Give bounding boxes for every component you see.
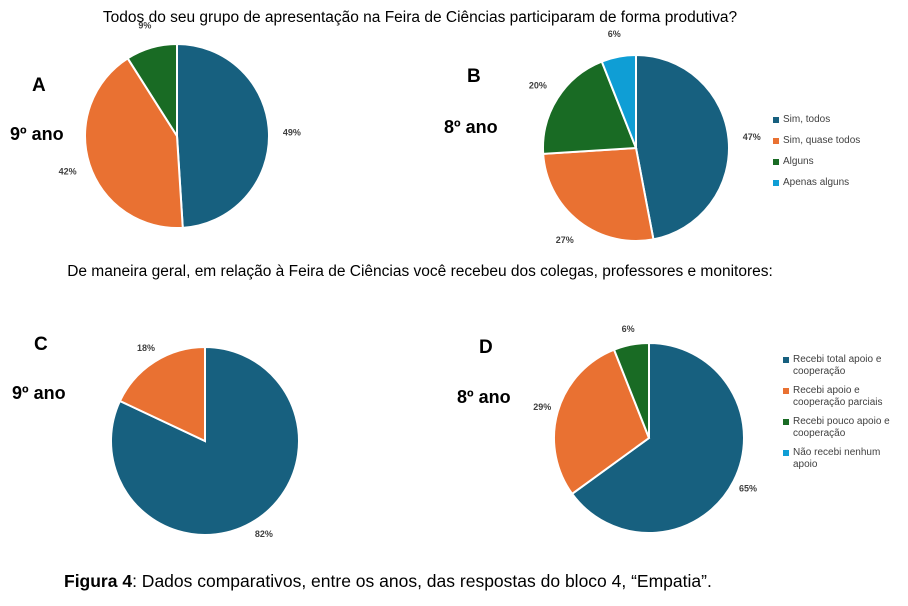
pie-d-slice-1	[553, 348, 651, 496]
legend-item: Recebi pouco apoio e cooperação	[783, 416, 905, 440]
legend-swatch-blue	[783, 357, 789, 363]
legend-item: Apenas alguns	[773, 177, 860, 189]
legend-label: Recebi pouco apoio e cooperação	[793, 416, 890, 439]
legend-swatch-orange	[783, 388, 789, 394]
pie-c-label-0: 82%	[255, 529, 273, 539]
pie-b-label-0: 47%	[743, 132, 761, 142]
pie-c-slice-1	[118, 345, 206, 443]
question-1-title: Todos do seu grupo de apresentação na Fe…	[102, 9, 738, 26]
pie-a-label-2: 9%	[138, 21, 151, 31]
legend-label: Não recebi nenhum apoio	[793, 447, 881, 470]
pie-a-slice-2	[126, 42, 178, 140]
pie-b-slice-3	[600, 53, 637, 149]
pie-a-label-1: 42%	[59, 167, 77, 177]
caption-label: Figura 4	[64, 571, 133, 591]
panel-d-grade: 8º ano	[457, 387, 511, 407]
legend-label: Sim, quase todos	[783, 135, 861, 146]
legend-swatch-green	[773, 159, 779, 165]
pie-a-slice-0	[176, 42, 270, 229]
pie-d-slice-2	[612, 341, 650, 439]
panel-a-letter: A	[32, 75, 46, 96]
panel-c-grade: 9º ano	[12, 383, 66, 403]
pie-c-label-1: 18%	[137, 343, 155, 353]
question-2-title: De maneira geral, em relação à Feira de …	[67, 263, 773, 280]
panel-b-grade: 8º ano	[444, 117, 498, 137]
panel-c-letter: C	[34, 334, 48, 355]
pie-b-slice-2	[542, 60, 638, 155]
pie-b-label-1: 27%	[556, 235, 574, 245]
caption-text: : Dados comparativos, entre os anos, das…	[132, 571, 712, 591]
pie-b-label-2: 20%	[529, 81, 547, 91]
pie-d-label-0: 65%	[739, 483, 757, 493]
pie-d-label-2: 6%	[622, 324, 635, 334]
pie-b-slice-0	[635, 53, 730, 241]
pie-b-label-3: 6%	[608, 29, 621, 39]
legend-label: Alguns	[783, 156, 814, 167]
pie-a-slice-1	[84, 56, 184, 229]
legend-item: Sim, quase todos	[773, 135, 860, 147]
legend-swatch-cyan	[783, 450, 789, 456]
legend-item: Não recebi nenhum apoio	[783, 447, 905, 471]
legend-label: Recebi total apoio e cooperação	[793, 354, 882, 377]
pie-d-slice-0	[570, 341, 745, 534]
legend-item: Sim, todos	[773, 114, 860, 126]
legend-swatch-cyan	[773, 180, 779, 186]
panel-b-letter: B	[467, 66, 481, 87]
panel-a-grade: 9º ano	[10, 124, 64, 144]
pie-d-label-1: 29%	[533, 402, 551, 412]
legend-label: Apenas alguns	[783, 177, 850, 188]
legend-label: Sim, todos	[783, 114, 831, 125]
legend-swatch-orange	[773, 138, 779, 144]
legend-top: Sim, todos Sim, quase todos Alguns Apena…	[773, 114, 860, 198]
pie-c-slice-0	[110, 345, 300, 536]
legend-swatch-blue	[773, 117, 779, 123]
pie-a-label-0: 49%	[283, 127, 301, 137]
panel-d-letter: D	[479, 337, 493, 358]
figure-caption: Figura 4: Dados comparativos, entre os a…	[64, 571, 712, 592]
legend-bottom: Recebi total apoio e cooperação Recebi a…	[783, 354, 905, 478]
legend-swatch-green	[783, 419, 789, 425]
legend-item: Recebi total apoio e cooperação	[783, 354, 905, 378]
pie-b-slice-1	[542, 146, 655, 242]
legend-item: Recebi apoio e cooperação parciais	[783, 385, 905, 409]
legend-item: Alguns	[773, 156, 860, 168]
legend-label: Recebi apoio e cooperação parciais	[793, 385, 883, 408]
